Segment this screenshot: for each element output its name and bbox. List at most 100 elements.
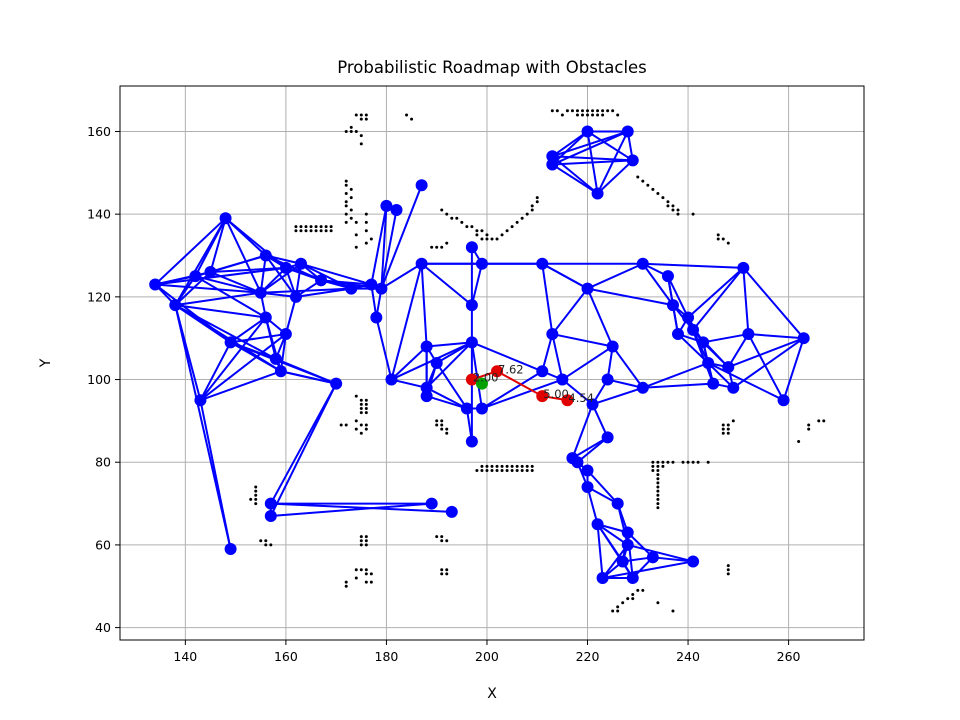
obstacle-point: [525, 468, 529, 472]
roadmap-edge: [300, 262, 372, 286]
roadmap-edge: [481, 370, 543, 410]
roadmap-node: [556, 373, 569, 386]
obstacle-point: [359, 431, 363, 435]
obstacle-point: [445, 241, 449, 245]
obstacle-point: [344, 584, 348, 588]
roadmap-edge: [782, 337, 805, 401]
y-tick-label: 160: [87, 124, 111, 139]
obstacle-point: [344, 204, 348, 208]
roadmap-node: [546, 158, 559, 171]
obstacle-point: [359, 402, 363, 406]
roadmap-edge: [702, 333, 749, 344]
obstacle-points: [249, 109, 826, 613]
roadmap-edge: [200, 370, 282, 402]
goal-node: [475, 377, 488, 390]
obstacle-point: [344, 129, 348, 133]
roadmap-edge: [426, 395, 468, 410]
roadmap-edge: [481, 378, 563, 410]
obstacle-point: [349, 196, 353, 200]
roadmap-edge: [470, 263, 483, 306]
roadmap-edge: [380, 184, 423, 289]
obstacle-point: [475, 229, 479, 233]
roadmap-edge: [586, 130, 634, 162]
roadmap-node: [149, 278, 162, 291]
roadmap-node: [636, 381, 649, 394]
roadmap-node: [742, 328, 755, 341]
obstacle-point: [807, 427, 811, 431]
roadmap-node: [797, 332, 810, 345]
obstacle-point: [601, 109, 605, 113]
roadmap-edge: [591, 403, 609, 438]
roadmap-edge: [561, 345, 614, 381]
obstacle-point: [530, 208, 534, 212]
roadmap-edge: [587, 287, 674, 307]
obstacle-point: [369, 237, 373, 241]
obstacle-point: [530, 468, 534, 472]
roadmap-node: [370, 311, 383, 324]
obstacle-point: [364, 572, 368, 576]
obstacle-point: [339, 423, 343, 427]
roadmap-edge: [586, 131, 599, 194]
obstacle-point: [646, 183, 650, 187]
obstacle-point: [721, 237, 725, 241]
obstacle-point: [254, 497, 258, 501]
obstacle-point: [480, 464, 484, 468]
roadmap-edge: [732, 337, 805, 389]
roadmap-edge: [707, 362, 785, 402]
roadmap-node: [646, 551, 659, 564]
obstacle-point: [344, 179, 348, 183]
x-tick-label: 260: [777, 649, 801, 664]
obstacle-point: [651, 468, 655, 472]
roadmap-node: [581, 125, 594, 138]
obstacle-point: [354, 233, 358, 237]
roadmap-edge: [470, 342, 483, 409]
obstacle-point: [570, 109, 574, 113]
roadmap-edge: [175, 291, 261, 307]
obstacle-point: [530, 464, 534, 468]
roadmap-edge: [259, 255, 267, 293]
obstacle-point: [691, 212, 695, 216]
obstacle-point: [480, 237, 484, 241]
obstacle-point: [716, 237, 720, 241]
obstacle-point: [651, 187, 655, 191]
obstacle-point: [455, 216, 459, 220]
obstacle-point: [299, 229, 303, 233]
roadmap-edge: [270, 502, 452, 513]
x-tick-label: 160: [274, 649, 298, 664]
roadmap-node: [169, 299, 182, 312]
roadmap-node: [345, 282, 358, 295]
shortest-path: [465, 365, 574, 407]
obstacle-point: [726, 423, 730, 427]
roadmap-node: [415, 257, 428, 270]
roadmap-node: [606, 340, 619, 353]
obstacle-point: [726, 572, 730, 576]
roadmap-edge: [552, 333, 613, 348]
obstacle-point: [475, 233, 479, 237]
obstacle-point: [304, 229, 308, 233]
obstacle-point: [405, 113, 409, 117]
obstacle-point: [510, 225, 514, 229]
roadmap-edge: [425, 341, 473, 389]
roadmap-node: [425, 497, 438, 510]
roadmap-node: [420, 390, 433, 403]
obstacle-point: [691, 460, 695, 464]
roadmap-edge: [199, 341, 232, 401]
roadmap-edge: [627, 543, 694, 563]
obstacle-point: [480, 468, 484, 472]
obstacle-point: [344, 212, 348, 216]
obstacle-point: [440, 535, 444, 539]
roadmap-node: [682, 311, 695, 324]
obstacle-point: [354, 568, 358, 572]
roadmap-edge: [551, 130, 589, 166]
roadmap-node: [445, 505, 458, 518]
obstacle-point: [565, 109, 569, 113]
obstacle-point: [626, 597, 630, 601]
obstacle-point: [354, 394, 358, 398]
obstacle-point: [359, 398, 363, 402]
roadmap-edge: [551, 287, 589, 335]
path-node: [536, 390, 549, 403]
roadmap-node: [737, 261, 750, 274]
obstacle-point: [591, 113, 595, 117]
obstacle-point: [354, 245, 358, 249]
obstacle-point: [324, 225, 328, 229]
